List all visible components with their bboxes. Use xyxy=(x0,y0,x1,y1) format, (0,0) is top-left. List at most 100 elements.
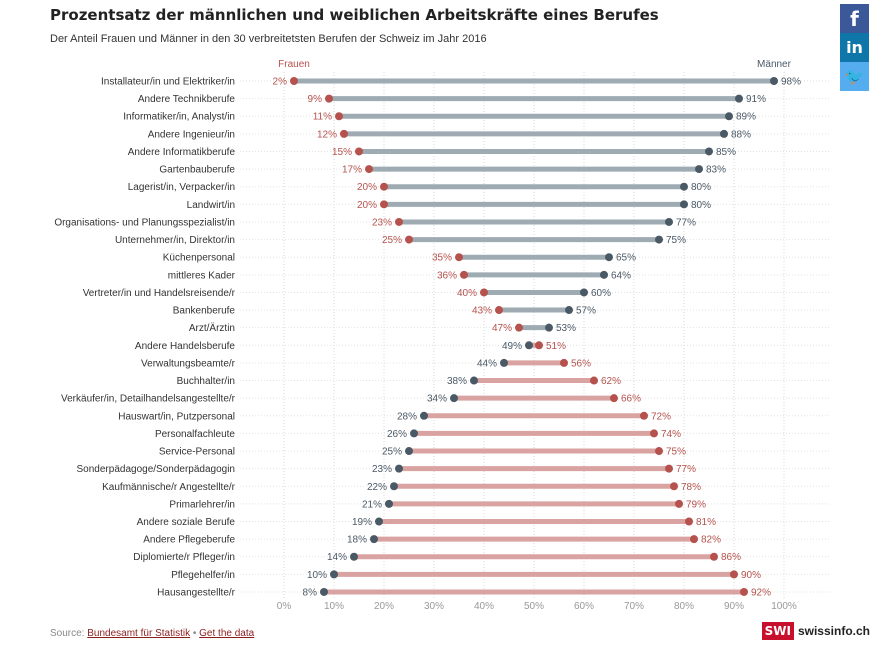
men-value-label: 88% xyxy=(731,129,751,140)
chart-title: Prozentsatz der männlichen und weibliche… xyxy=(50,6,659,24)
women-value-label: 82% xyxy=(701,535,721,546)
x-tick-label: 100% xyxy=(771,601,797,612)
category-label: Andere Pflegeberufe xyxy=(143,535,235,546)
get-data-link[interactable]: Get the data xyxy=(199,628,255,639)
x-tick-label: 50% xyxy=(524,601,544,612)
women-dot xyxy=(365,165,373,174)
women-dot xyxy=(325,94,333,103)
men-dot xyxy=(695,165,703,174)
women-dot xyxy=(380,200,388,209)
women-value-label: 56% xyxy=(571,358,591,369)
category-label: Bankenberufe xyxy=(173,306,236,317)
men-dot xyxy=(665,217,673,226)
women-value-label: 78% xyxy=(681,482,701,493)
source-link[interactable]: Bundesamt für Statistik xyxy=(87,628,191,639)
women-value-label: 75% xyxy=(666,447,686,458)
men-dot xyxy=(735,94,743,103)
men-value-label: 91% xyxy=(746,94,766,105)
women-dot xyxy=(640,411,648,420)
men-value-label: 38% xyxy=(447,376,467,387)
men-value-label: 28% xyxy=(397,411,417,422)
brand-name: swissinfo.ch xyxy=(797,624,870,638)
men-value-label: 85% xyxy=(716,147,736,158)
women-dot xyxy=(675,499,683,508)
women-dot xyxy=(460,270,468,279)
brand-logo[interactable]: SWI swissinfo.ch xyxy=(761,622,870,640)
footer-separator: • xyxy=(192,628,197,639)
category-label: Verwaltungsbeamte/r xyxy=(141,358,236,369)
women-dot xyxy=(495,306,503,315)
category-label: Kaufmännische/r Angestellte/r xyxy=(102,482,236,493)
women-dot xyxy=(395,217,403,226)
category-label: Diplomierte/r Pfleger/in xyxy=(133,552,235,563)
women-value-label: 79% xyxy=(686,499,706,510)
category-label: Hausangestellte/r xyxy=(157,587,235,598)
women-value-label: 20% xyxy=(357,200,377,211)
women-dot xyxy=(650,429,658,438)
women-value-label: 35% xyxy=(432,253,452,264)
men-dot xyxy=(655,235,663,244)
men-value-label: 23% xyxy=(372,464,392,475)
men-value-label: 83% xyxy=(706,165,726,176)
men-value-label: 25% xyxy=(382,447,402,458)
women-dot xyxy=(655,447,663,456)
women-value-label: 86% xyxy=(721,552,741,563)
women-dot xyxy=(355,147,363,156)
men-value-label: 57% xyxy=(576,306,596,317)
women-value-label: 40% xyxy=(457,288,477,299)
men-value-label: 49% xyxy=(502,341,522,352)
women-value-label: 47% xyxy=(492,323,512,334)
category-label: Hauswart/in, Putzpersonal xyxy=(118,411,235,422)
men-dot xyxy=(410,429,418,438)
men-dot xyxy=(375,517,383,526)
men-value-label: 18% xyxy=(347,535,367,546)
women-dot xyxy=(685,517,693,526)
category-label: Vertreter/in und Handelsreisende/r xyxy=(83,288,236,299)
category-label: Andere Informatikberufe xyxy=(128,147,236,158)
category-label: Lagerist/in, Verpacker/in xyxy=(128,182,235,193)
women-value-label: 92% xyxy=(751,587,771,598)
x-tick-label: 90% xyxy=(724,601,744,612)
men-dot xyxy=(680,200,688,209)
women-value-label: 51% xyxy=(546,341,566,352)
women-value-label: 74% xyxy=(661,429,681,440)
men-dot xyxy=(600,270,608,279)
category-label: Andere soziale Berufe xyxy=(137,517,236,528)
twitter-share-button[interactable]: 🐦 xyxy=(840,62,869,91)
women-value-label: 36% xyxy=(437,270,457,281)
legend-men: Männer xyxy=(757,59,792,70)
men-dot xyxy=(420,411,428,420)
men-dot xyxy=(705,147,713,156)
x-tick-label: 20% xyxy=(374,601,394,612)
twitter-icon: 🐦 xyxy=(844,67,865,86)
men-value-label: 75% xyxy=(666,235,686,246)
swi-logo: SWI xyxy=(761,622,794,640)
women-value-label: 81% xyxy=(696,517,716,528)
men-value-label: 60% xyxy=(591,288,611,299)
men-value-label: 22% xyxy=(367,482,387,493)
category-label: Informatiker/in, Analyst/in xyxy=(123,112,235,123)
women-dot xyxy=(665,464,673,473)
men-dot xyxy=(390,482,398,491)
men-dot xyxy=(470,376,478,385)
men-dot xyxy=(500,358,508,367)
women-dot xyxy=(405,235,413,244)
women-dot xyxy=(740,587,748,596)
women-dot xyxy=(535,341,543,350)
men-value-label: 65% xyxy=(616,253,636,264)
women-dot xyxy=(455,253,463,262)
source-prefix: Source: xyxy=(50,628,85,639)
women-dot xyxy=(290,77,298,85)
men-value-label: 21% xyxy=(362,499,382,510)
source-footer: Source: Bundesamt für Statistik • Get th… xyxy=(50,628,254,639)
category-label: Organisations- und Planungsspezialist/in xyxy=(54,217,235,228)
women-value-label: 77% xyxy=(676,464,696,475)
men-value-label: 80% xyxy=(691,182,711,193)
facebook-share-button[interactable]: f xyxy=(840,4,869,33)
linkedin-share-button[interactable]: in xyxy=(840,33,869,62)
x-tick-label: 40% xyxy=(474,601,494,612)
men-value-label: 77% xyxy=(676,217,696,228)
men-value-label: 26% xyxy=(387,429,407,440)
x-tick-label: 60% xyxy=(574,601,594,612)
